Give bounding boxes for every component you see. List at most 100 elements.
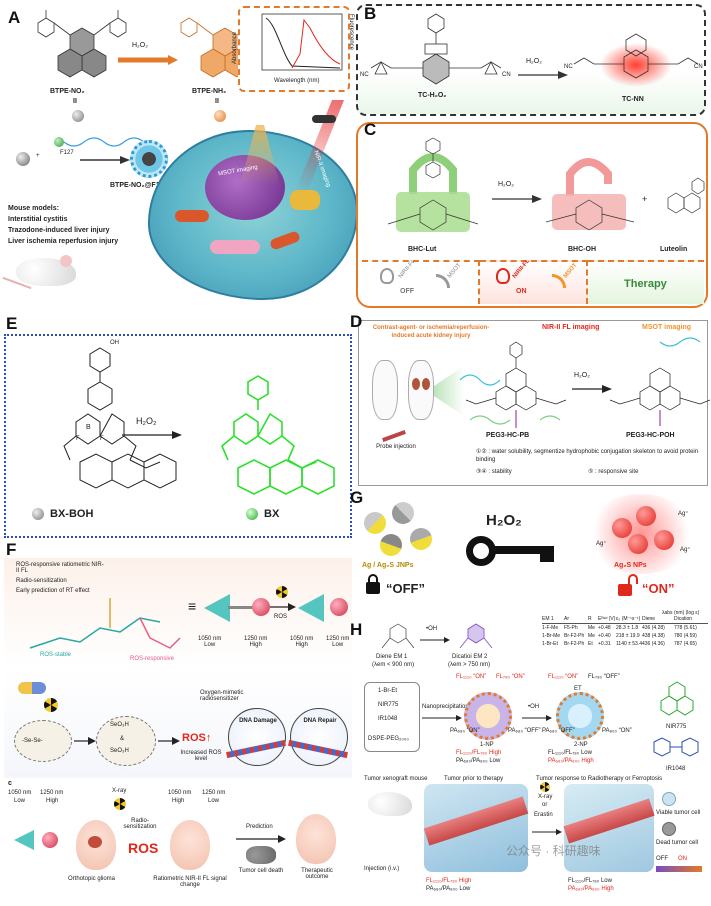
ir1048-label: IR1048 <box>666 766 686 772</box>
f-top-bg <box>4 558 352 666</box>
ratio-bottom-1: FL₁₁₁₀/FL₇₈₀ High <box>426 878 472 884</box>
tumor-death: Tumor cell death <box>238 868 284 874</box>
plus-c: + <box>642 194 648 204</box>
h-table-cell: F5-Ph <box>564 625 578 631</box>
dna-repair: DNA Repair <box>303 718 337 724</box>
seo3h-2: SeO₃H <box>110 748 129 754</box>
arrow-b <box>518 71 568 79</box>
seo3h-1: SeO₃H <box>110 722 129 728</box>
model-2: Trazodone-induced liver injury <box>8 227 110 234</box>
h-table-cell: 1140 ± 53.4 <box>616 641 643 647</box>
on-label-c: ON <box>516 288 527 295</box>
b-1050-2: 1050 nm <box>168 790 192 796</box>
band-on <box>480 260 588 304</box>
arrow-prediction <box>236 835 286 843</box>
panel-d-frame <box>358 320 708 486</box>
panel-e-frame <box>4 334 352 538</box>
b-1250-low-2: Low <box>208 798 220 804</box>
np-label: BTPE-NO₂@F127 <box>110 182 168 189</box>
bx-boh-label: BX-BOH <box>50 508 94 520</box>
tc-nn-label: TC-NN <box>622 96 644 103</box>
arrow-h3 <box>522 715 552 721</box>
dna-repair-circle <box>290 708 348 766</box>
lock-open-shackle <box>628 574 638 584</box>
d-kidney-2 <box>422 378 430 390</box>
peg3-hc-poh-structure <box>609 337 711 426</box>
h-table-cell: +0.40 <box>598 633 611 639</box>
panel-letter-h: H <box>350 620 363 639</box>
f-label-2: F <box>100 436 104 442</box>
ratio-4: PA₆₈₀/PA₈₀₀ High <box>548 758 594 764</box>
h-table-body: 1-F-Me F5-Ph Me +0.48 28.3 ± 1.8 436 (4.28) 77… <box>542 624 708 648</box>
dicatio-label: Dicatioi EM 2 <box>452 654 488 660</box>
janus-np-1 <box>364 512 386 534</box>
panel-letter-f: F <box>6 540 17 559</box>
ag2s-np-2 <box>636 506 656 526</box>
therapy-label: Therapy <box>624 278 667 290</box>
oh-label: •OH <box>426 626 438 632</box>
bhc-oh-lock <box>545 158 635 231</box>
h-table-cell: 787 (4.65) <box>674 641 697 647</box>
plus-a: + <box>36 153 40 159</box>
seo3h-amp: & <box>120 736 125 742</box>
ratio-1: FL₁₁₁₀/FL₇₈₀ High <box>456 750 502 756</box>
d-header-right: MSOT imaging <box>642 324 691 331</box>
cn-right-b2: CN <box>694 64 703 70</box>
fl780-off-2: FL₇₈₀ “OFF” <box>588 674 620 680</box>
panel-h: H Diene EM 1 (λem < 900 nm) •OH Dicatioi… <box>350 610 711 906</box>
probe-injection: Probe injection <box>376 444 416 450</box>
panel-letter-g: G <box>350 488 364 507</box>
h-table-cell: Br-F2-Ph <box>564 633 585 639</box>
b-label: B <box>86 424 91 431</box>
wave-on-icon <box>552 274 566 288</box>
mouse-head-3 <box>296 814 336 864</box>
h2o2-e: H₂O₂ <box>136 416 157 426</box>
watermark: 公众号 · 科研趣味 <box>506 844 601 858</box>
ag2s-np-4 <box>654 530 674 550</box>
b-1050-high-2: High <box>172 798 185 804</box>
h-table-cell: 1-Br-Me <box>542 633 561 639</box>
key-icon-shaft <box>494 546 554 554</box>
radiation-icon-2 <box>44 698 58 712</box>
arrow-f127 <box>80 156 130 164</box>
np1-label: 1-NP <box>480 742 494 748</box>
ag2s-label: Ag₂S NPs <box>614 562 647 569</box>
oh-2: •OH <box>528 704 540 710</box>
mouse-ear <box>60 255 72 267</box>
et-label: ET <box>574 686 582 692</box>
b-1250-2: 1250 nm <box>202 790 226 796</box>
nc-left-b: NC <box>360 72 369 78</box>
bx-label: BX <box>264 508 280 520</box>
green-dot-e <box>246 508 258 520</box>
panel-letter-a: A <box>8 8 21 27</box>
nc-left-b2: NC <box>564 64 573 70</box>
spectrum-plot <box>261 13 343 71</box>
h2o2-b: H₂O₂ <box>526 58 542 65</box>
f127-label: F127 <box>60 150 74 156</box>
b-1050: 1050 nm <box>8 790 32 796</box>
janus-np-2 <box>392 502 414 524</box>
diene-structure <box>381 623 415 649</box>
f-sub-c: c <box>8 780 12 787</box>
ag2s-np-1 <box>612 518 632 538</box>
nir775-label: NIR775 <box>666 724 687 730</box>
inset-ylabel-right: Fluorescence <box>348 14 354 51</box>
probe-ball-2 <box>330 598 348 616</box>
spectrum-inset <box>238 6 350 92</box>
bhc-oh-label: BHC-OH <box>568 246 596 253</box>
d-kidney-1 <box>412 378 420 390</box>
dna-damage: DNA Damage <box>239 718 277 724</box>
agplus-2: Ag⁺ <box>596 541 607 547</box>
h-table-cell: 28.3 ± 1.8 <box>616 625 639 631</box>
arrow-e <box>122 431 182 439</box>
grey-dot-left <box>72 110 84 122</box>
ratio-bottom-3: FL₁₁₁₀/FL₇₈₀ Low <box>568 878 612 884</box>
arrow-f-mid-1 <box>74 737 96 745</box>
model-1: Interstitial cystitis <box>8 216 68 223</box>
mat-2: NIR775 <box>378 702 399 708</box>
em1-lambda: (λem < 900 nm) <box>372 662 415 668</box>
se-se: -Se-Se- <box>22 738 43 744</box>
boh-label: OH <box>110 340 119 346</box>
lock-open-icon <box>618 584 632 596</box>
d-mouse-1 <box>372 360 398 420</box>
